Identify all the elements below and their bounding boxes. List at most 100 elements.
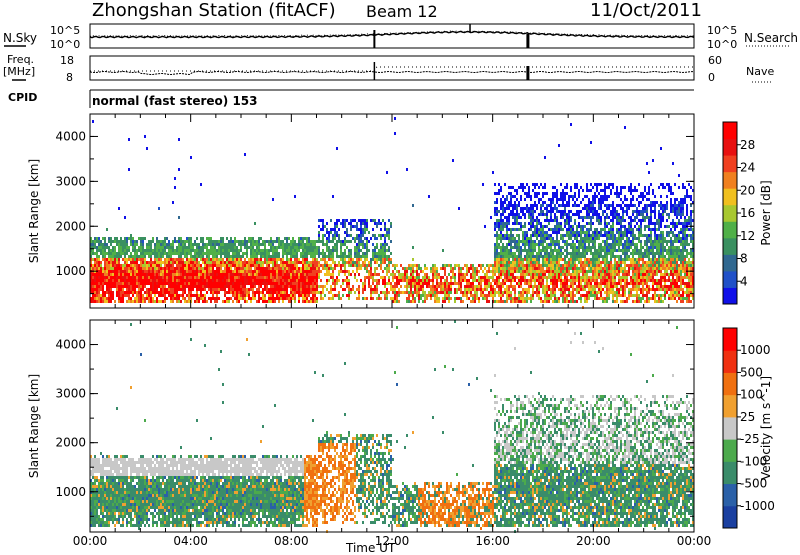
power-cell xyxy=(368,240,370,243)
power-cell xyxy=(498,225,500,228)
power-cell xyxy=(556,228,558,231)
power-cell xyxy=(158,267,160,270)
power-cell xyxy=(158,243,160,246)
power-cell xyxy=(226,246,228,249)
power-cell xyxy=(602,234,604,237)
power-cell xyxy=(284,267,286,270)
power-cell xyxy=(250,276,252,279)
power-cell xyxy=(338,279,340,282)
power-cell xyxy=(138,246,140,249)
power-cell xyxy=(270,237,272,240)
power-cell xyxy=(378,294,380,297)
power-cell xyxy=(164,279,166,282)
power-cell xyxy=(104,267,106,270)
power-cell xyxy=(594,294,596,297)
power-cell xyxy=(532,297,534,300)
power-cell xyxy=(576,225,578,228)
power-cell xyxy=(528,207,530,210)
power-cell xyxy=(116,264,118,267)
power-cell xyxy=(374,246,376,249)
power-cell xyxy=(560,264,562,267)
power-cell xyxy=(210,237,212,240)
power-cell xyxy=(190,288,192,291)
power-cell xyxy=(106,270,108,273)
power-cell xyxy=(540,255,542,258)
power-cell xyxy=(244,291,246,294)
power-cell xyxy=(310,300,312,303)
power-cell xyxy=(464,273,466,276)
power-cell xyxy=(260,261,262,264)
power-cell xyxy=(398,288,400,291)
power-cell xyxy=(542,204,544,207)
power-cell xyxy=(328,297,330,300)
power-cell xyxy=(180,294,182,297)
power-cell xyxy=(256,261,258,264)
power-cell xyxy=(506,255,508,258)
power-cell xyxy=(134,267,136,270)
power-cell xyxy=(310,249,312,252)
power-cell xyxy=(596,186,598,189)
power-cell xyxy=(292,288,294,291)
power-cell xyxy=(514,297,516,300)
power-cell xyxy=(442,282,444,285)
power-cell xyxy=(224,294,226,297)
power-cell xyxy=(186,270,188,273)
power-cell xyxy=(588,270,590,273)
power-cell xyxy=(592,207,594,210)
power-cell xyxy=(568,273,570,276)
power-cell xyxy=(536,219,538,222)
power-cell xyxy=(222,282,224,285)
power-cell xyxy=(218,282,220,285)
power-cell xyxy=(362,219,364,222)
power-cell xyxy=(528,216,530,219)
power-cell xyxy=(220,237,222,240)
power-cell xyxy=(158,246,160,249)
power-cell xyxy=(114,279,116,282)
power-cell xyxy=(110,243,112,246)
power-cell xyxy=(494,243,496,246)
power-cell xyxy=(502,222,504,225)
power-cell xyxy=(264,276,266,279)
power-cell xyxy=(270,249,272,252)
power-cell xyxy=(210,261,212,264)
power-cell xyxy=(528,249,530,252)
power-cell xyxy=(442,276,444,279)
power-cell xyxy=(366,297,368,300)
power-cell xyxy=(144,276,146,279)
power-cell xyxy=(606,198,608,201)
power-cell xyxy=(156,261,158,264)
power-cell xyxy=(248,240,250,243)
power-cell xyxy=(560,288,562,291)
power-cell xyxy=(590,270,592,273)
power-cell xyxy=(310,261,312,264)
power-cell xyxy=(158,294,160,297)
power-cell xyxy=(582,276,584,279)
power-cell xyxy=(494,291,496,294)
power-cell xyxy=(570,225,572,228)
power-cell xyxy=(274,270,276,273)
power-cell xyxy=(528,288,530,291)
power-cell xyxy=(198,288,200,291)
power-cell xyxy=(482,279,484,282)
power-cell xyxy=(102,237,104,240)
power-cell xyxy=(454,279,456,282)
power-cell xyxy=(178,243,180,246)
power-cell xyxy=(206,264,208,267)
power-cell xyxy=(318,237,320,240)
power-cell xyxy=(130,291,132,294)
power-cell xyxy=(576,267,578,270)
power-cell xyxy=(482,291,484,294)
power-cell xyxy=(552,291,554,294)
power-cell xyxy=(230,237,232,240)
power-cell xyxy=(102,285,104,288)
power-cell xyxy=(388,264,390,267)
power-cell xyxy=(190,285,192,288)
power-cell xyxy=(188,285,190,288)
power-cell xyxy=(134,264,136,267)
power-cell xyxy=(172,261,174,264)
power-cell xyxy=(148,243,150,246)
power-cell xyxy=(242,243,244,246)
power-cell xyxy=(290,261,292,264)
power-cell xyxy=(226,267,228,270)
power-cell xyxy=(518,300,520,303)
